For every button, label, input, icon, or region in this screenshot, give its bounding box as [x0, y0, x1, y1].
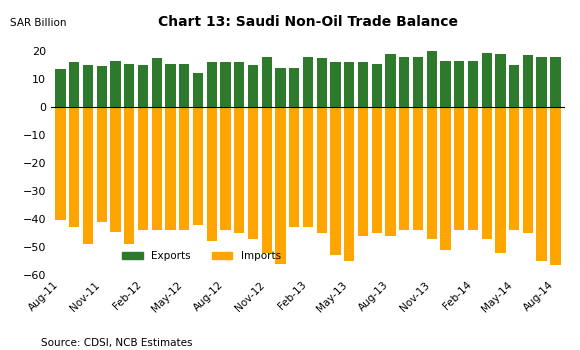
Legend: Exports, Imports: Exports, Imports	[118, 247, 285, 265]
Bar	[138, 107, 148, 230]
Bar	[56, 69, 66, 107]
Bar	[509, 107, 519, 230]
Bar	[110, 107, 121, 232]
Bar	[234, 107, 244, 233]
Bar	[303, 57, 313, 107]
Bar	[124, 107, 135, 244]
Bar	[426, 107, 437, 239]
Bar	[481, 107, 492, 239]
Bar	[165, 107, 176, 230]
Text: SAR Billion: SAR Billion	[10, 18, 66, 28]
Bar	[83, 107, 93, 244]
Bar	[69, 107, 79, 228]
Text: Source: CDSI, NCB Estimates: Source: CDSI, NCB Estimates	[41, 338, 192, 348]
Bar	[536, 107, 547, 261]
Bar	[495, 107, 506, 253]
Bar	[110, 61, 121, 107]
Bar	[413, 107, 423, 230]
Bar	[289, 68, 299, 107]
Bar	[151, 58, 162, 107]
Bar	[206, 107, 217, 241]
Bar	[467, 107, 478, 230]
Bar	[509, 65, 519, 107]
Bar	[220, 107, 231, 230]
Bar	[165, 64, 176, 107]
Bar	[331, 107, 340, 256]
Bar	[289, 107, 299, 228]
Bar	[220, 62, 231, 107]
Bar	[385, 54, 396, 107]
Bar	[385, 107, 396, 236]
Bar	[550, 57, 560, 107]
Bar	[248, 107, 258, 239]
Bar	[550, 107, 560, 265]
Bar	[97, 66, 107, 107]
Bar	[358, 107, 368, 236]
Bar	[399, 57, 409, 107]
Bar	[454, 61, 465, 107]
Bar	[344, 62, 354, 107]
Bar	[193, 107, 203, 225]
Bar	[372, 64, 382, 107]
Bar	[138, 65, 148, 107]
Bar	[440, 107, 451, 250]
Bar	[317, 58, 327, 107]
Bar	[467, 61, 478, 107]
Bar	[495, 54, 506, 107]
Bar	[262, 57, 272, 107]
Bar	[523, 107, 533, 233]
Bar	[481, 52, 492, 107]
Bar	[454, 107, 465, 230]
Bar	[372, 107, 382, 233]
Bar	[83, 65, 93, 107]
Bar	[303, 107, 313, 228]
Bar	[262, 107, 272, 253]
Bar	[344, 107, 354, 261]
Bar	[97, 107, 107, 222]
Bar	[523, 55, 533, 107]
Bar	[440, 61, 451, 107]
Bar	[413, 57, 423, 107]
Bar	[536, 57, 547, 107]
Bar	[248, 65, 258, 107]
Bar	[358, 62, 368, 107]
Bar	[234, 62, 244, 107]
Bar	[151, 107, 162, 230]
Bar	[179, 64, 190, 107]
Bar	[426, 51, 437, 107]
Bar	[276, 68, 285, 107]
Bar	[276, 107, 285, 264]
Bar	[56, 107, 66, 220]
Bar	[206, 62, 217, 107]
Bar	[399, 107, 409, 230]
Bar	[193, 74, 203, 107]
Bar	[331, 62, 340, 107]
Bar	[124, 64, 135, 107]
Bar	[69, 62, 79, 107]
Bar	[317, 107, 327, 233]
Bar	[179, 107, 190, 230]
Title: Chart 13: Saudi Non-Oil Trade Balance: Chart 13: Saudi Non-Oil Trade Balance	[158, 15, 458, 29]
